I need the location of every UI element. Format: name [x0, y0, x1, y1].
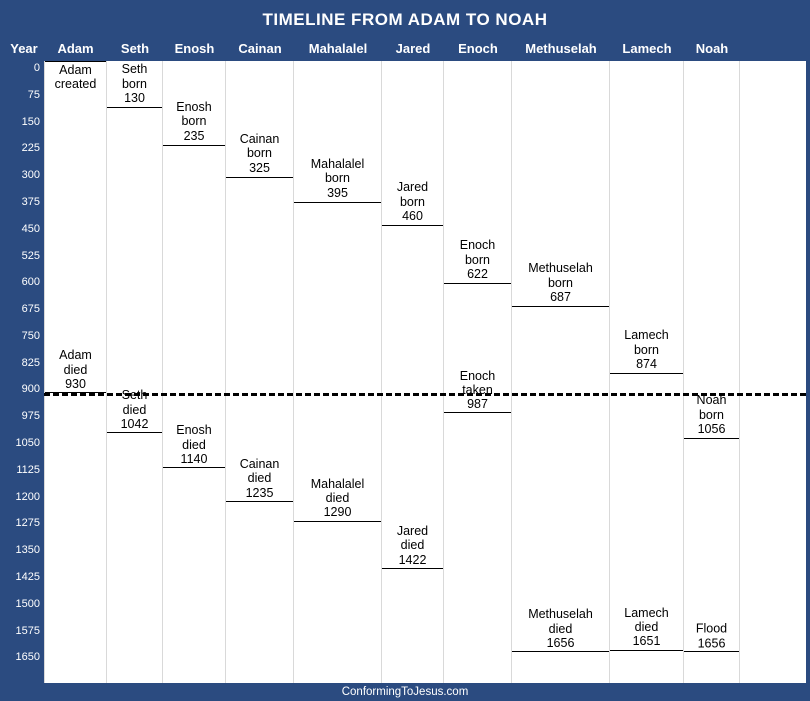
year-tick: 975	[22, 410, 40, 422]
timeline-column: Methuselahborn687 Methuselahdied1656	[512, 61, 610, 686]
lifespan-bar	[512, 306, 609, 652]
column-header-row: Year AdamSethEnoshCainanMahalalelJaredEn…	[4, 36, 806, 61]
timeline-column: Adamcreated Adamdied930	[44, 61, 107, 686]
lifespan-bar	[382, 225, 443, 569]
year-tick: 1275	[16, 517, 40, 529]
lifespan-bar	[45, 61, 106, 393]
year-tick: 1125	[16, 464, 40, 476]
chart-body: 0 75 150 225 300 375 450 525 600 675 750 825 900 975 1…	[4, 61, 806, 686]
year-tick: 1575	[16, 625, 40, 637]
year-tick: 0	[34, 62, 40, 74]
lifespan-bar	[163, 145, 225, 468]
timeline-column: Sethborn130Sethdied1042	[107, 61, 163, 686]
year-tick: 525	[22, 250, 40, 262]
year-axis: 0 75 150 225 300 375 450 525 600 675 750 825 900 975 1…	[4, 61, 44, 686]
lifespan-bar	[226, 177, 293, 502]
birth-event-label: Mahalalelborn395	[294, 157, 381, 202]
timeline-column: Lamechborn874 Lamechdied1651	[610, 61, 684, 686]
death-event-label: Lamechdied1651	[610, 606, 683, 651]
death-event-label: Methuselahdied1656	[512, 607, 609, 652]
year-tick: 600	[22, 276, 40, 288]
birth-event-label: Cainanborn325	[226, 132, 293, 177]
year-tick: 675	[22, 303, 40, 315]
lifespan-bar	[294, 202, 381, 522]
death-event-label: Jareddied1422	[382, 524, 443, 569]
timeline-column: Enoshborn235 Enoshdied1140	[163, 61, 226, 686]
column-header: Enosh	[163, 36, 226, 61]
timeline-column: Cainanborn325 Cainandied1235	[226, 61, 294, 686]
year-tick: 1500	[16, 598, 40, 610]
timeline-column: Noahborn1056 Flood1656	[684, 61, 740, 686]
year-tick: 1050	[16, 437, 40, 449]
birth-event-label: Lamechborn874	[610, 328, 683, 373]
chart-title: TIMELINE FROM ADAM TO NOAH	[4, 4, 806, 36]
column-header: Seth	[107, 36, 163, 61]
birth-event-label: Adamcreated	[45, 61, 106, 92]
death-event-label: Flood1656	[684, 622, 739, 653]
year-tick: 150	[22, 116, 40, 128]
death-event-label: Cainandied1235	[226, 457, 293, 502]
birth-event-label: Noahborn1056	[684, 393, 739, 438]
year-tick: 1650	[16, 651, 40, 663]
timeline-column: Mahalalelborn395 Mahalaleldied1290	[294, 61, 382, 686]
timeline-column: Enochborn622 Enochtaken987	[444, 61, 512, 686]
reference-line	[44, 393, 806, 396]
timeline-frame: TIMELINE FROM ADAM TO NOAH Year AdamSeth…	[0, 0, 810, 701]
year-tick: 1200	[16, 491, 40, 503]
year-tick: 1350	[16, 544, 40, 556]
column-header: Cainan	[226, 36, 294, 61]
year-tick: 900	[22, 383, 40, 395]
footer-attribution: ConformingToJesus.com	[0, 683, 810, 701]
timeline-column: Jaredborn460 Jareddied1422	[382, 61, 444, 686]
column-header: Enoch	[444, 36, 512, 61]
year-tick: 375	[22, 196, 40, 208]
death-event-label: Mahalaleldied1290	[294, 477, 381, 522]
column-header: Adam	[44, 36, 107, 61]
birth-event-label: Enoshborn235	[163, 100, 225, 145]
birth-event-label: Enochborn622	[444, 238, 511, 283]
year-tick: 825	[22, 357, 40, 369]
column-header: Noah	[684, 36, 740, 61]
lifespan-bar	[684, 438, 739, 652]
plot-area: Adamcreated Adamdied930Sethborn130Sethdie…	[44, 61, 806, 686]
year-tick: 300	[22, 169, 40, 181]
column-header: Jared	[382, 36, 444, 61]
year-tick: 450	[22, 223, 40, 235]
year-header: Year	[4, 36, 44, 61]
lifespan-bar	[107, 107, 162, 433]
birth-event-label: Jaredborn460	[382, 180, 443, 225]
year-tick: 750	[22, 330, 40, 342]
column-header: Methuselah	[512, 36, 610, 61]
year-tick: 225	[22, 142, 40, 154]
death-event-label: Enochtaken987	[444, 368, 511, 413]
column-header: Mahalalel	[294, 36, 382, 61]
year-tick: 1425	[16, 571, 40, 583]
year-tick: 75	[28, 89, 40, 101]
death-event-label: Enoshdied1140	[163, 423, 225, 468]
birth-event-label: Sethborn130	[107, 62, 162, 107]
column-header: Lamech	[610, 36, 684, 61]
birth-event-label: Methuselahborn687	[512, 261, 609, 306]
death-event-label: Adamdied930	[45, 348, 106, 393]
